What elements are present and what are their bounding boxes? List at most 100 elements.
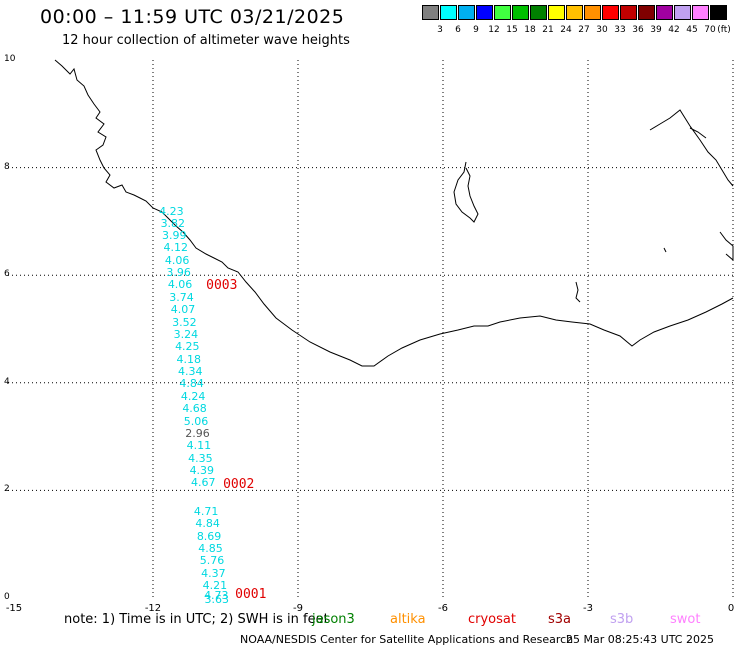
swh-value: 4.84 [179,377,204,391]
color-swatch [602,5,619,20]
swh-value: 4.11 [186,439,212,453]
color-swatch [548,5,565,20]
swh-value: 8.69 [196,529,222,543]
satellite-label: s3b [610,612,634,627]
swh-value: 3.82 [160,217,186,231]
color-legend-label: 15 [506,25,518,35]
swh-value: 4.39 [189,464,215,478]
color-swatch [638,5,655,20]
swh-value: 4.25 [175,340,200,354]
color-legend-label: 24 [560,25,572,35]
satellite-label: jason3 [312,612,355,627]
longitude-tick-label: -15 [5,603,23,614]
swh-value: 2.96 [185,426,210,440]
color-legend-label: 27 [578,25,590,35]
swh-value: 4.85 [198,542,223,556]
swh-value: 4.24 [180,389,206,403]
color-legend-label: 30 [596,25,608,35]
credit-line: NOAA/NESDIS Center for Satellite Applica… [240,633,574,646]
swh-value: 4.23 [159,204,184,218]
track-id-label: 0003 [206,277,238,293]
color-legend-label: 6 [455,25,461,35]
swh-value: 5.76 [199,554,225,568]
swh-value: 4.35 [188,451,213,465]
color-swatch [584,5,601,20]
color-swatch [530,5,547,20]
color-swatch [692,5,709,20]
page-title: 00:00 – 11:59 UTC 03/21/2025 [40,6,345,28]
coastline-northeast [649,109,734,262]
swh-value: 4.71 [193,504,219,518]
page-subtitle: 12 hour collection of altimeter wave hei… [62,33,350,48]
color-legend-label: 21 [542,25,554,35]
longitude-tick-label: -6 [438,603,448,614]
color-swatch [656,5,673,20]
color-swatch [674,5,691,20]
longitude-tick-label: -3 [583,603,593,614]
satellite-label: swot [670,612,701,627]
track-id-label: 0001 [235,587,267,603]
swh-value: 4.34 [177,365,203,379]
color-legend-label: 9 [473,25,479,35]
units-note: note: 1) Time is in UTC; 2) SWH is in fe… [64,612,329,627]
latitude-tick-label: 2 [4,484,10,495]
map-grid [8,60,734,598]
swh-value: 4.21 [202,579,228,593]
swh-value: 4.67 [191,476,216,490]
swh-value: 4.84 [195,517,220,531]
color-legend-label: 18 [524,25,536,35]
color-swatch [710,5,727,20]
swh-value: 4.18 [176,352,202,366]
swh-value: 4.06 [167,278,193,292]
swh-value: 3.24 [173,327,199,341]
color-swatch [440,5,457,20]
coastline-river [575,281,581,303]
satellite-label: s3a [548,612,572,627]
track-id-label: 0002 [223,477,255,493]
color-swatch [422,5,439,20]
swh-value: 3.74 [169,290,194,304]
longitude-tick-label: -9 [293,603,303,614]
coastline-west-africa [54,59,734,367]
color-swatch [494,5,511,20]
color-swatch [512,5,529,20]
generated-timestamp: 25 Mar 08:25:43 UTC 2025 [566,633,714,646]
satellite-label: altika [390,612,426,627]
latitude-tick-label: 0 [4,592,10,602]
color-legend-label: 45 [686,25,698,35]
latitude-tick-label: 8 [4,161,10,172]
color-legend-label: 3 [437,25,443,35]
color-swatch [476,5,493,20]
swh-value: 3.96 [166,266,191,280]
color-swatch [566,5,583,20]
color-legend-label: 70 [704,25,716,35]
color-legend-label: 42 [668,25,680,35]
color-legend-label: 33 [614,25,626,35]
color-swatch [458,5,475,20]
latitude-tick-label: 10 [4,54,16,64]
coastline-lake [453,161,479,223]
longitude-tick-label: 0 [727,603,735,614]
latitude-tick-label: 4 [4,376,10,387]
longitude-tick-label: -12 [144,603,162,614]
swh-value: 4.06 [164,253,190,267]
swh-value: 3.99 [162,229,187,243]
swh-value: 4.68 [182,402,207,416]
color-swatch [620,5,637,20]
map-frame [8,60,733,602]
coastline [54,59,734,367]
swh-value: 3.63 [204,592,230,606]
color-legend-label: 12 [488,25,500,35]
color-legend-label: 39 [650,25,662,35]
latitude-tick-label: 6 [4,269,10,280]
swh-value: 4.37 [201,566,226,580]
swh-value: 4.07 [170,303,196,317]
color-legend-unit: (ft) [717,25,731,35]
satellite-label: cryosat [468,612,516,627]
swh-value: 5.06 [183,414,209,428]
swh-value: 4.12 [163,241,188,255]
swh-value: 3.52 [172,315,197,329]
color-legend-label: 36 [632,25,644,35]
swh-value: 4.73 [204,589,229,603]
